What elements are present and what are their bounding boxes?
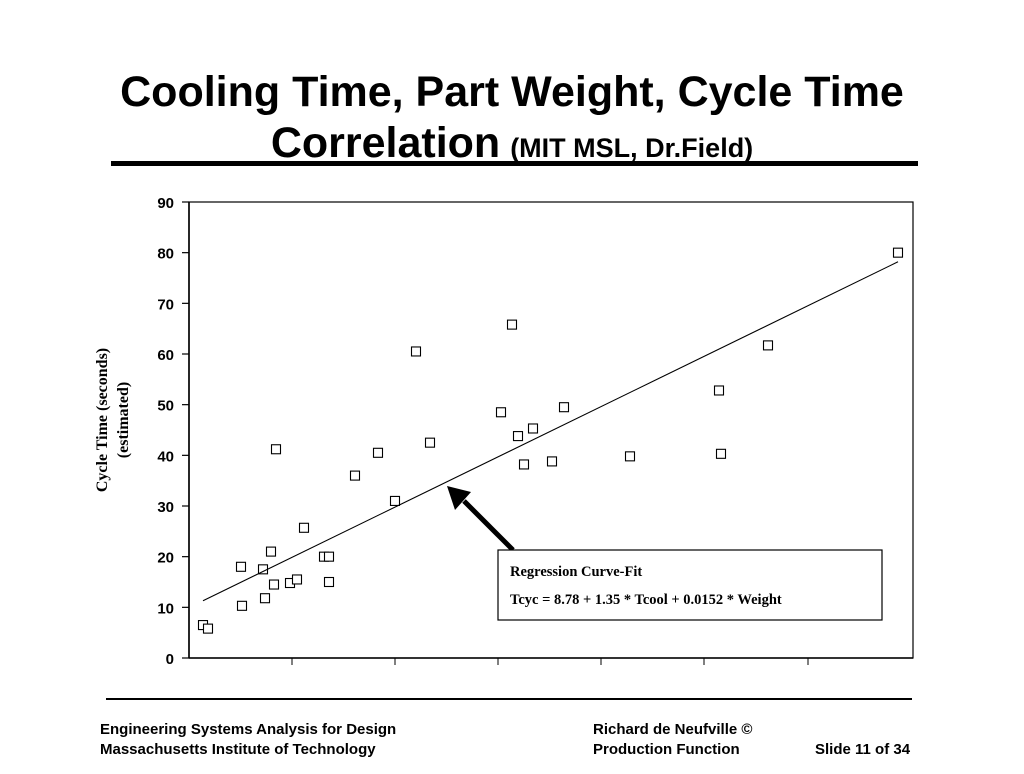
data-point xyxy=(389,495,401,506)
data-point xyxy=(424,437,436,448)
annotation-equation: Tcyc = 8.78 + 1.35 * Tcool + 0.0152 * We… xyxy=(510,592,782,608)
data-point xyxy=(323,551,335,562)
y-tick-label: 80 xyxy=(157,246,174,263)
data-point xyxy=(291,574,303,585)
annotation-title: Regression Curve-Fit xyxy=(510,564,642,580)
data-point xyxy=(518,459,530,470)
footer-slide-number: Slide 11 of 34 xyxy=(815,741,911,758)
data-point xyxy=(546,456,558,467)
y-tick-label: 40 xyxy=(157,448,174,465)
data-point xyxy=(495,407,507,418)
data-point xyxy=(349,470,361,481)
y-tick-label: 50 xyxy=(157,398,174,415)
data-point xyxy=(202,623,214,634)
y-tick-label: 90 xyxy=(157,195,174,212)
data-point xyxy=(265,546,277,557)
y-axis-label: Cycle Time (seconds) (estimated) xyxy=(94,348,132,492)
y-tick-label: 20 xyxy=(157,550,174,567)
data-point xyxy=(506,319,518,330)
footer-author: Richard de Neufville © xyxy=(593,721,753,738)
title-underline xyxy=(111,161,918,166)
data-point xyxy=(372,447,384,458)
y-tick-label: 0 xyxy=(166,651,174,668)
annotation-arrow-shaft xyxy=(462,499,515,552)
slide-title-correlation: Correlation xyxy=(270,119,501,167)
data-point xyxy=(268,579,280,590)
slide-title-source: (MIT MSL, Dr.Field) xyxy=(510,133,754,163)
data-point xyxy=(323,576,335,588)
data-point xyxy=(236,600,248,611)
y-axis-title-line2: (estimated) xyxy=(115,382,132,458)
y-tick-label: 10 xyxy=(157,600,174,617)
data-point xyxy=(713,385,725,396)
footer-topic: Production Function xyxy=(593,741,740,758)
data-point xyxy=(762,340,774,351)
data-point xyxy=(527,423,539,434)
y-tick-label: 70 xyxy=(157,296,174,313)
y-tick-label: 60 xyxy=(157,347,174,364)
footer-divider xyxy=(106,698,912,700)
data-point xyxy=(235,561,247,572)
slide-title-text: Cooling Time, Part Weight, Cycle Time xyxy=(120,68,904,116)
data-point xyxy=(298,522,310,533)
regression-annotation: Regression Curve-Fit Tcyc = 8.78 + 1.35 *… xyxy=(447,486,883,621)
data-point xyxy=(410,346,422,357)
data-points xyxy=(197,247,904,634)
trend-line-group xyxy=(202,261,899,602)
data-point xyxy=(512,431,524,442)
y-axis-title: Cycle Time (seconds) (estimated) xyxy=(94,348,132,492)
y-tick-label: 30 xyxy=(157,499,174,516)
y-axis-title-line1: Cycle Time (seconds) xyxy=(94,348,111,492)
data-point xyxy=(259,593,271,604)
slide-title-line2: Correlation (MIT MSL, Dr.Field) xyxy=(0,117,1024,174)
annotation-arrow-head xyxy=(447,486,471,510)
data-point xyxy=(558,402,570,413)
y-axis-ticks: 0 10 20 30 40 50 60 70 80 90 xyxy=(157,195,189,668)
annotation-box xyxy=(497,549,883,621)
data-point xyxy=(715,448,727,459)
trend-line xyxy=(202,261,899,602)
data-point xyxy=(270,444,282,455)
slide-title-line1: Cooling Time, Part Weight, Cycle Time xyxy=(0,66,1024,118)
footer-institution: Massachusetts Institute of Technology xyxy=(100,741,376,758)
data-point xyxy=(892,247,904,258)
data-point xyxy=(624,451,636,462)
chart-axes xyxy=(188,201,914,665)
footer-course: Engineering Systems Analysis for Design xyxy=(100,721,397,738)
